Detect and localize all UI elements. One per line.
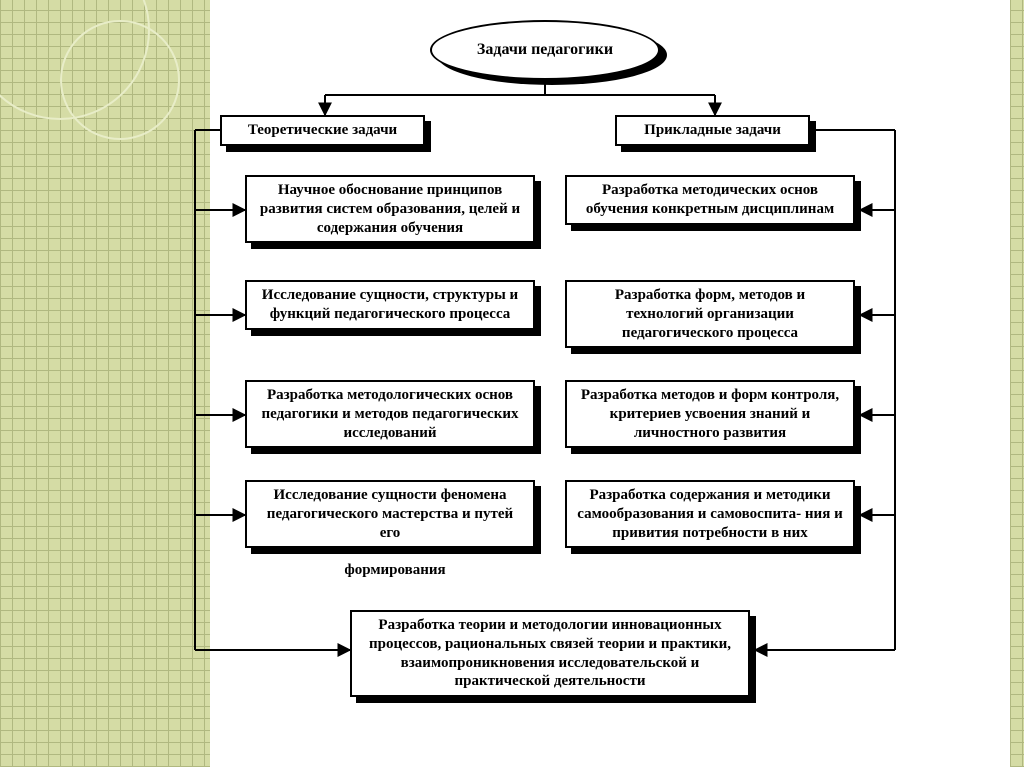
flowchart: Задачи педагогики Теоретические задачи П… xyxy=(175,20,1015,80)
background-grid xyxy=(0,0,210,767)
left-item: Разработка методологических основ педаго… xyxy=(245,380,535,448)
bottom-node: Разработка теории и методологии инноваци… xyxy=(350,610,750,697)
right-item: Разработка методических основ обучения к… xyxy=(565,175,855,225)
root-label: Задачи педагогики xyxy=(430,20,660,80)
left-item: Исследование сущности феномена педагогич… xyxy=(245,480,535,548)
left-item: Научное обоснование принципов развития с… xyxy=(245,175,535,243)
branch-left: Теоретические задачи xyxy=(220,115,425,146)
right-item: Разработка форм, методов и технологий ор… xyxy=(565,280,855,348)
left-item: Исследование сущности, структуры и функц… xyxy=(245,280,535,330)
left-item-overflow: формирования xyxy=(325,562,465,579)
background-grid-right xyxy=(1010,0,1024,767)
branch-right: Прикладные задачи xyxy=(615,115,810,146)
decorative-circle xyxy=(60,20,180,140)
right-item: Разработка методов и форм контроля, крит… xyxy=(565,380,855,448)
right-item: Разработка содержания и методики самообр… xyxy=(565,480,855,548)
branch-left-label: Теоретические задачи xyxy=(220,115,425,146)
root-node: Задачи педагогики xyxy=(430,20,660,80)
branch-right-label: Прикладные задачи xyxy=(615,115,810,146)
bottom-label: Разработка теории и методологии инноваци… xyxy=(350,610,750,697)
